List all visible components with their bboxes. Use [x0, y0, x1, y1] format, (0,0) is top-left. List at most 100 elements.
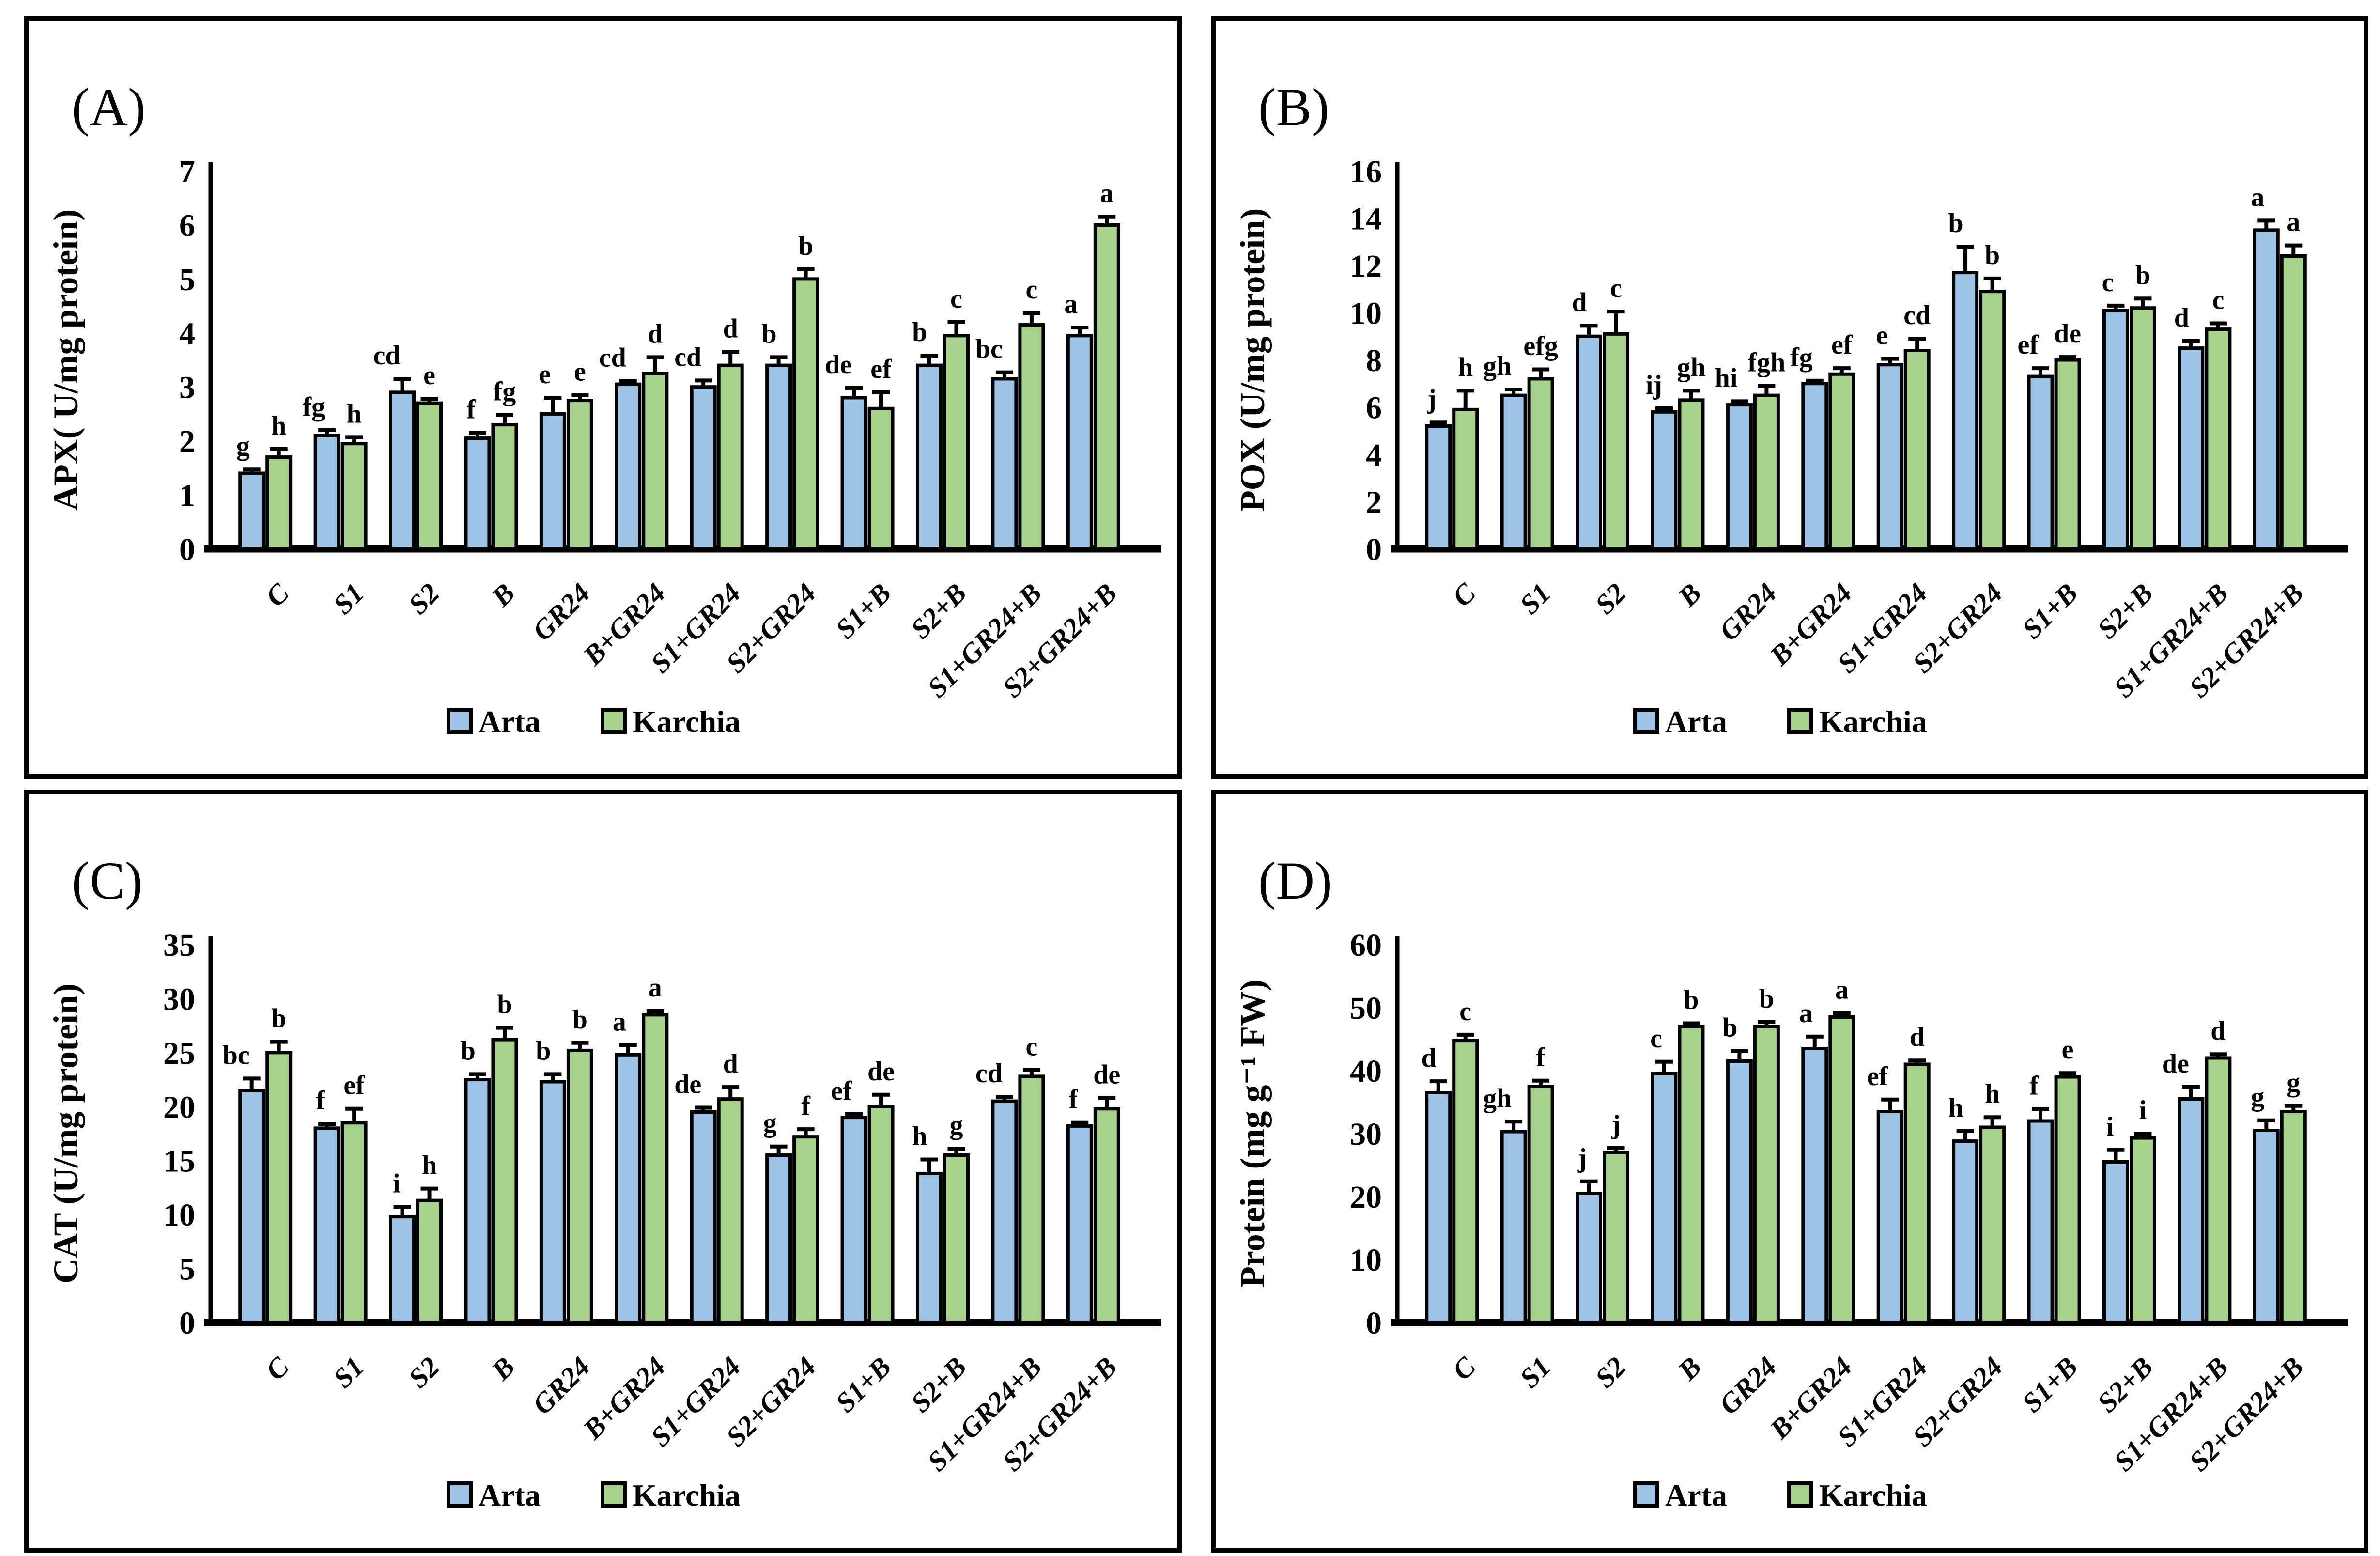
bar-karchia — [1093, 1107, 1120, 1324]
bar-arta — [1500, 1130, 1527, 1324]
sig-letter: e — [539, 359, 551, 389]
sig-letter: de — [1093, 1059, 1120, 1089]
bar-karchia — [1678, 1025, 1705, 1324]
legend-label-karchia: Karchia — [633, 1478, 741, 1512]
sig-letter: de — [867, 1057, 895, 1087]
sig-letter: bc — [223, 1040, 250, 1070]
sig-letter: g — [949, 1110, 963, 1140]
panel-label: (C) — [72, 851, 143, 910]
sig-letter: a — [1100, 179, 1113, 209]
sig-letter: b — [1684, 985, 1699, 1015]
sig-letter: a — [2287, 207, 2300, 237]
bar-arta — [389, 1215, 416, 1324]
bar-arta — [313, 1126, 340, 1324]
bar-arta — [1576, 1192, 1603, 1324]
sig-letter: g — [2251, 1082, 2264, 1112]
bar-group: fe — [2027, 1035, 2081, 1324]
y-tick-label: 2 — [1366, 485, 1382, 520]
bar-arta — [615, 382, 642, 551]
bar-group: bb — [1722, 984, 1780, 1324]
bar-karchia — [1018, 323, 1045, 551]
legend-label-arta: Arta — [479, 704, 541, 739]
bar-karchia — [792, 277, 819, 551]
sig-letter: ef — [343, 1071, 365, 1101]
sig-letter: d — [723, 1049, 738, 1079]
sig-letter: fg — [1790, 342, 1813, 373]
sig-letter: f — [466, 394, 476, 424]
bar-arta — [840, 1116, 867, 1324]
sig-letter: f — [316, 1086, 325, 1116]
sig-letter: a — [2251, 182, 2264, 212]
sig-letter: b — [798, 231, 813, 261]
bar-arta — [1952, 1139, 1979, 1324]
bar-karchia — [1678, 398, 1705, 551]
bar-group: ded — [674, 1049, 744, 1324]
y-tick-label: 7 — [179, 154, 195, 189]
bar-karchia — [1753, 393, 1780, 551]
bar-group: dc — [2174, 285, 2232, 551]
sig-letter: d — [1422, 1043, 1437, 1073]
bar-karchia — [1452, 407, 1479, 551]
bar-karchia — [1603, 1151, 1630, 1324]
bar-karchia — [416, 1198, 443, 1324]
bar-karchia — [642, 1013, 669, 1324]
sig-letter: de — [2054, 319, 2081, 349]
sig-letter: cd — [599, 342, 626, 373]
y-axis-title: CAT (U/mg protein) — [46, 983, 85, 1284]
x-category-label: S1 — [1514, 1351, 1557, 1394]
bar-group: fg h — [302, 392, 368, 551]
x-category-label: S1+B — [829, 1351, 897, 1418]
sig-letter: g — [2287, 1068, 2300, 1098]
y-axis-title: APX( U/mg protein) — [46, 209, 85, 511]
bar-karchia — [2280, 1110, 2307, 1324]
sig-letter: j — [1577, 1143, 1587, 1173]
y-tick-label: 0 — [179, 1306, 195, 1341]
bar-karchia — [1828, 1015, 1855, 1324]
sig-letter: bc — [975, 334, 1003, 364]
sig-letter: f — [801, 1091, 811, 1121]
sig-letter: de — [825, 350, 852, 380]
sig-letter: ef — [870, 354, 892, 384]
legend-label-karchia: Karchia — [1819, 1478, 1927, 1512]
y-tick-label: 60 — [1350, 928, 1382, 963]
bar-karchia — [340, 442, 368, 551]
sig-letter: e — [574, 357, 586, 387]
sig-letter: cd — [674, 342, 701, 372]
bar-group: ghf — [1483, 1043, 1554, 1324]
bar-arta — [991, 377, 1018, 551]
sig-letter: ef — [2018, 330, 2040, 360]
sig-letter: fg — [494, 377, 516, 407]
sig-letter: efg — [1523, 331, 1558, 361]
x-category-label: S2+B — [2091, 1351, 2159, 1418]
y-tick-label: 0 — [1366, 1306, 1382, 1341]
bar-karchia — [491, 1038, 518, 1324]
bar-group: cde — [373, 341, 443, 551]
sig-letter: c — [1650, 1024, 1662, 1054]
x-category-label: S2 — [1589, 577, 1632, 620]
y-tick-label: 35 — [163, 928, 195, 963]
bar-group: gf — [763, 1091, 819, 1324]
bar-arta — [1066, 1124, 1093, 1324]
sig-letter: b — [497, 990, 512, 1020]
bar-arta — [1651, 1072, 1678, 1324]
bar-karchia — [265, 455, 293, 551]
panel-label: (D) — [1258, 851, 1332, 910]
sig-letter: f — [1069, 1085, 1079, 1115]
bar-arta — [1801, 1047, 1828, 1324]
x-category-label: B — [1671, 1351, 1707, 1386]
sig-letter: b — [271, 1004, 286, 1034]
y-tick-label: 5 — [179, 1252, 195, 1287]
y-tick-label: 10 — [1350, 296, 1382, 331]
x-category-label: C — [1446, 576, 1482, 612]
sig-letter: h — [1948, 1093, 1963, 1123]
x-category-label: S2 — [1589, 1351, 1632, 1394]
bar-arta — [2253, 1129, 2280, 1324]
sig-letter: h — [1985, 1079, 2000, 1109]
